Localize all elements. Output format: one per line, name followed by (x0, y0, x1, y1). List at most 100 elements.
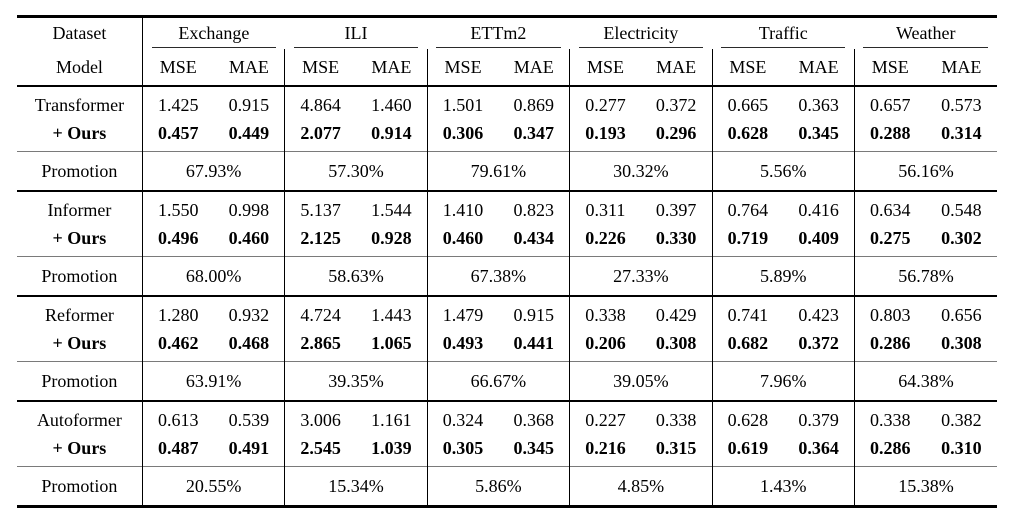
value-cell: 0.628 (727, 122, 769, 143)
value-cell: 0.823 (498, 191, 571, 224)
ours-label: + Ours (17, 224, 143, 257)
value-cell: 4.724 (300, 304, 341, 325)
value-cell: 0.573 (941, 94, 982, 115)
promotion-value: 57.30% (284, 151, 428, 192)
metric-header-mse: MSE (284, 49, 356, 87)
promotion-value: 66.67% (427, 361, 571, 402)
value-cell: 2.865 (300, 332, 341, 353)
value-cell: 2.077 (300, 122, 341, 143)
promotion-row-transformer: Promotion 67.93% 57.30% 79.61% 30.32% 5.… (17, 151, 997, 192)
promotion-value: 5.86% (427, 466, 571, 508)
value-cell: 1.161 (355, 401, 428, 434)
ours-row-informer: + Ours 0.496 0.460 2.125 0.928 0.460 0.4… (17, 224, 997, 257)
value-cell: 0.719 (727, 227, 769, 248)
value-cell: 0.548 (941, 199, 982, 220)
value-cell: 0.613 (157, 409, 199, 430)
promotion-value: 1.43% (712, 466, 855, 508)
value-cell: 0.416 (783, 191, 855, 224)
value-cell: 0.308 (941, 332, 982, 353)
promotion-value: 27.33% (569, 256, 713, 297)
promotion-value: 39.05% (569, 361, 713, 402)
group-label: Exchange (178, 23, 250, 43)
promotion-value: 20.55% (142, 466, 286, 508)
value-cell: 0.226 (585, 227, 626, 248)
metric-header-mae: MAE (640, 49, 713, 87)
value-cell: 0.493 (442, 332, 484, 353)
value-cell: 1.039 (355, 434, 428, 467)
model-row-autoformer: Autoformer 0.613 0.539 3.006 1.161 0.324… (17, 401, 997, 434)
value-cell: 0.314 (941, 122, 982, 143)
promotion-value: 4.85% (569, 466, 713, 508)
value-cell: 0.741 (727, 304, 769, 325)
value-cell: 0.193 (585, 122, 626, 143)
group-header-exchange: Exchange (142, 17, 284, 50)
ours-row-transformer: + Ours 0.457 0.449 2.077 0.914 0.306 0.3… (17, 119, 997, 152)
promotion-value: 30.32% (569, 151, 713, 192)
value-cell: 0.496 (157, 227, 199, 248)
value-cell: 0.998 (213, 191, 286, 224)
value-cell: 0.227 (585, 409, 626, 430)
value-cell: 2.125 (300, 227, 341, 248)
group-header-ili: ILI (285, 17, 427, 50)
value-cell: 0.311 (585, 199, 626, 220)
value-cell: 1.425 (157, 94, 199, 115)
promotion-value: 67.38% (427, 256, 571, 297)
value-cell: 0.368 (498, 401, 571, 434)
value-cell: 0.665 (727, 94, 769, 115)
value-cell: 0.764 (727, 199, 769, 220)
promotion-value: 58.63% (284, 256, 428, 297)
value-cell: 0.372 (640, 86, 713, 119)
value-cell: 0.382 (941, 409, 982, 430)
value-cell: 0.619 (727, 437, 769, 458)
value-cell: 0.915 (213, 86, 286, 119)
metric-header-mse: MSE (427, 49, 499, 87)
value-cell: 0.275 (870, 227, 911, 248)
value-cell: 1.410 (442, 199, 484, 220)
value-cell: 0.656 (941, 304, 982, 325)
value-cell: 0.539 (213, 401, 286, 434)
metric-header-mse: MSE (854, 49, 926, 87)
value-cell: 0.449 (213, 119, 286, 152)
value-cell: 0.302 (941, 227, 982, 248)
promotion-value: 5.89% (712, 256, 855, 297)
value-cell: 1.065 (355, 329, 428, 362)
promotion-value: 79.61% (427, 151, 571, 192)
metric-header-mae: MAE (355, 49, 428, 87)
model-row-informer: Informer 1.550 0.998 5.137 1.544 1.410 0… (17, 191, 997, 224)
value-cell: 0.379 (783, 401, 855, 434)
promotion-label: Promotion (17, 361, 143, 402)
value-cell: 0.441 (498, 329, 571, 362)
promotion-value: 64.38% (854, 361, 997, 402)
group-underline (436, 47, 561, 48)
value-cell: 0.216 (585, 437, 626, 458)
value-cell: 1.443 (355, 296, 428, 329)
value-cell: 0.315 (640, 434, 713, 467)
value-cell: 0.487 (157, 437, 199, 458)
group-label: Traffic (758, 23, 808, 43)
value-cell: 0.628 (727, 409, 769, 430)
value-cell: 0.338 (870, 409, 911, 430)
value-cell: 0.634 (870, 199, 911, 220)
value-cell: 0.286 (870, 332, 911, 353)
metric-header-mse: MSE (142, 49, 214, 87)
ours-label: + Ours (17, 329, 143, 362)
group-underline (721, 47, 846, 48)
value-cell: 0.914 (355, 119, 428, 152)
value-cell: 0.338 (585, 304, 626, 325)
group-underline (863, 47, 988, 48)
metric-header-mae: MAE (213, 49, 286, 87)
value-cell: 1.479 (442, 304, 484, 325)
promotion-label: Promotion (17, 256, 143, 297)
group-underline (578, 47, 704, 48)
value-cell: 0.286 (870, 437, 911, 458)
value-cell: 0.288 (870, 122, 911, 143)
group-label: ETTm2 (470, 23, 527, 43)
value-cell: 5.137 (300, 199, 341, 220)
ours-row-autoformer: + Ours 0.487 0.491 2.545 1.039 0.305 0.3… (17, 434, 997, 467)
value-cell: 0.305 (442, 437, 484, 458)
value-cell: 1.550 (157, 199, 199, 220)
value-cell: 0.657 (870, 94, 911, 115)
value-cell: 0.682 (727, 332, 769, 353)
group-label: ILI (344, 23, 368, 43)
value-cell: 0.296 (640, 119, 713, 152)
